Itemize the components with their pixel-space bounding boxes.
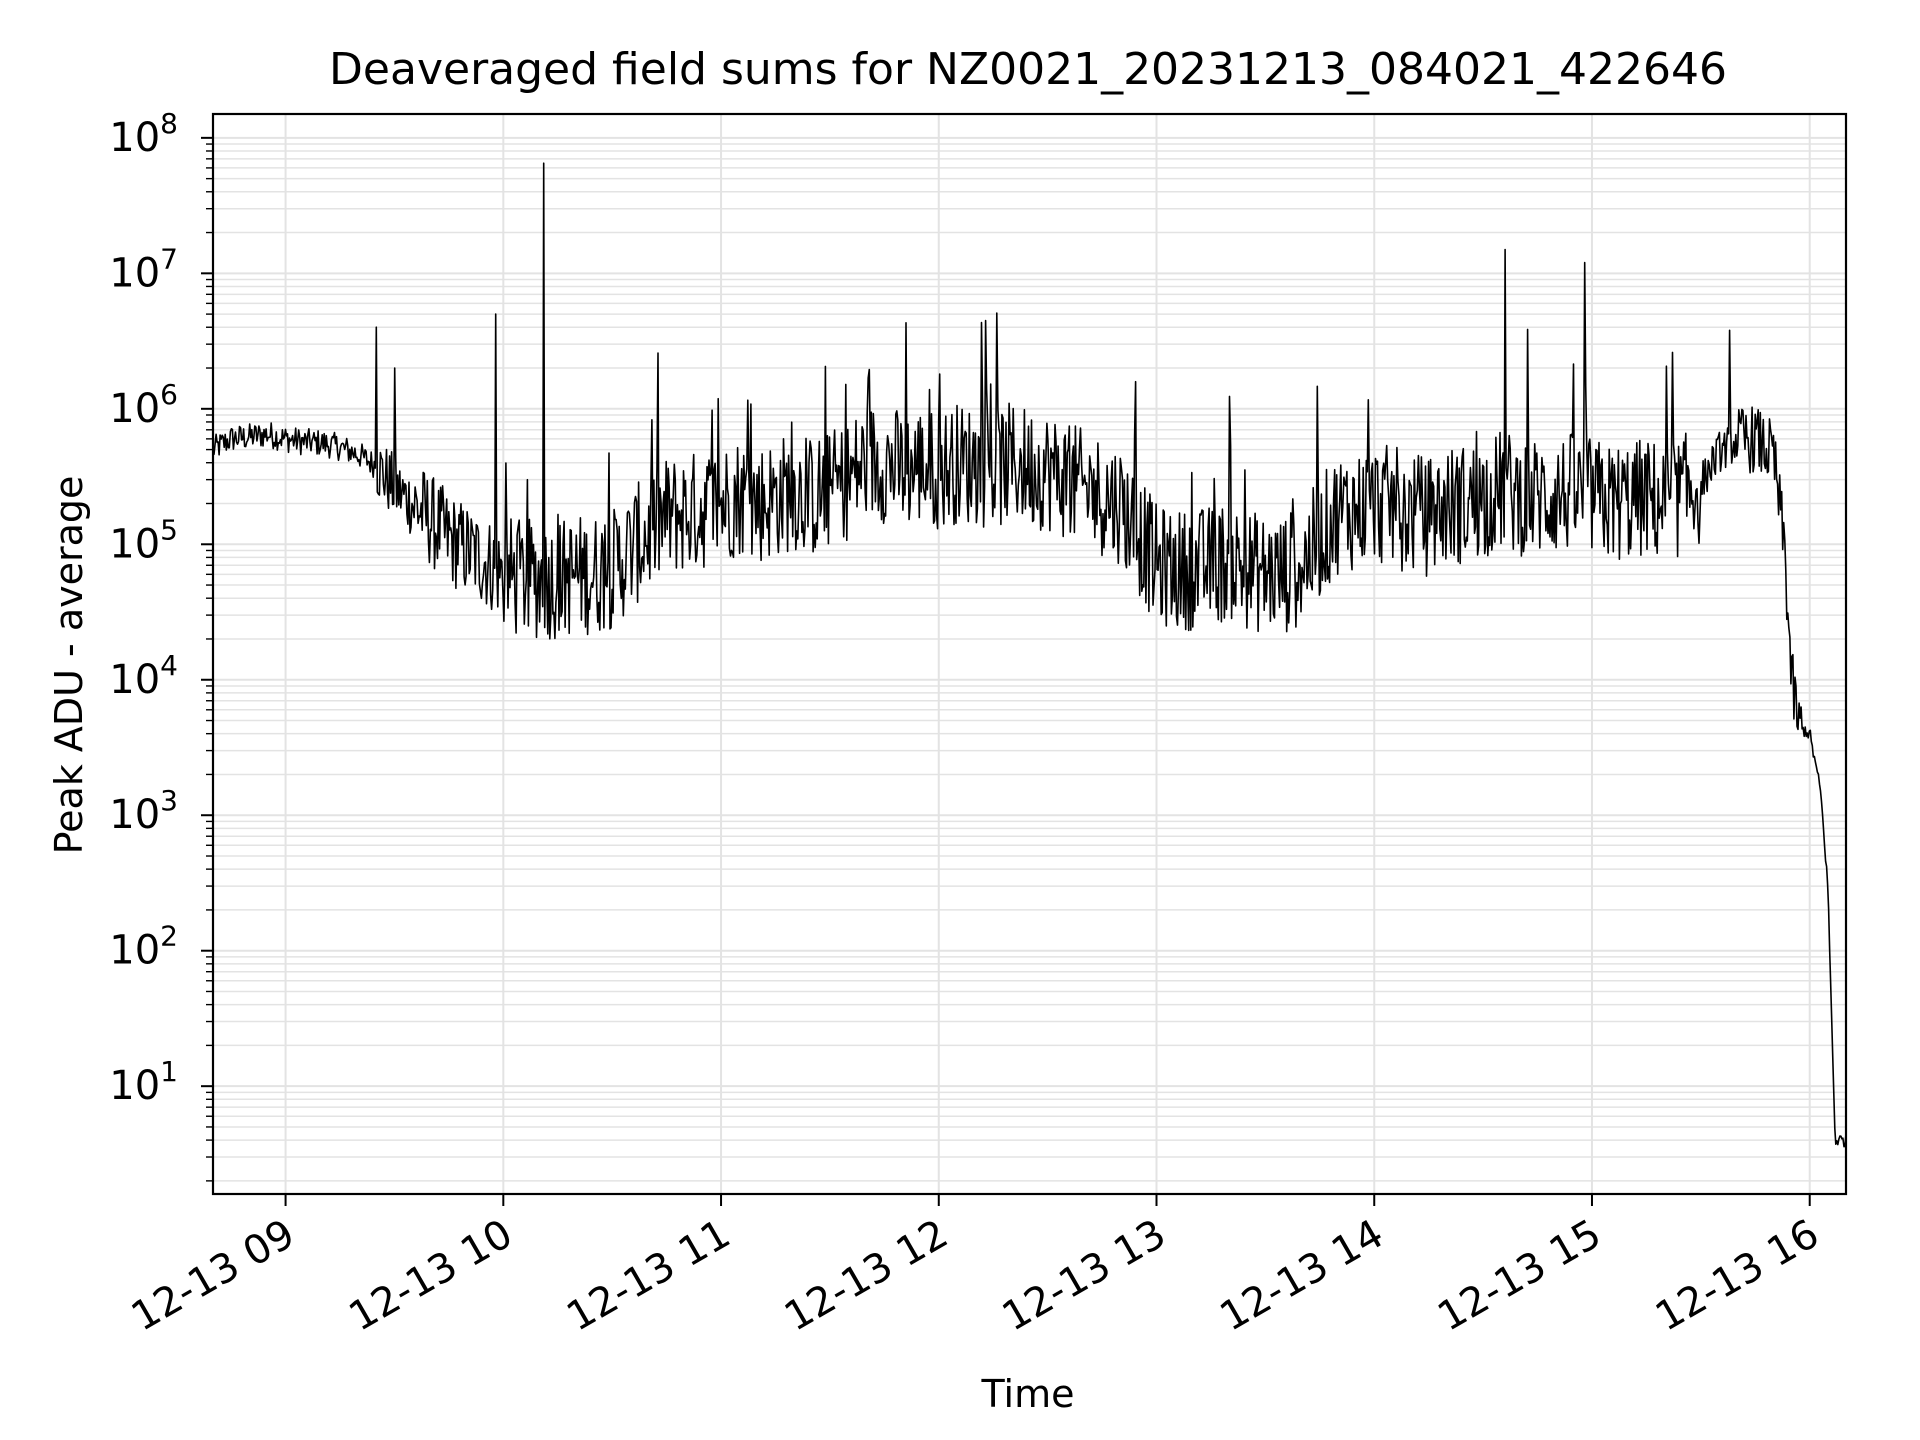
plot-frame xyxy=(211,112,1848,1196)
y-tick-label: 102 xyxy=(109,920,178,974)
x-axis-label: Time xyxy=(981,1372,1075,1416)
series-line xyxy=(212,162,1847,1148)
chart-title: Deaveraged field sums for NZ0021_2023121… xyxy=(329,44,1727,95)
line-layer xyxy=(212,162,1847,1148)
y-tick-label: 101 xyxy=(109,1055,178,1109)
y-tick-label: 106 xyxy=(109,378,178,432)
grid-layer xyxy=(213,114,1846,1194)
y-tick-label: 107 xyxy=(109,242,178,296)
y-tick-label: 105 xyxy=(109,513,178,567)
y-tick-label: 108 xyxy=(109,107,178,161)
y-tick-label: 103 xyxy=(109,784,178,838)
y-tick-label: 104 xyxy=(109,649,178,703)
y-axis-label: Peak ADU - average xyxy=(47,476,91,855)
